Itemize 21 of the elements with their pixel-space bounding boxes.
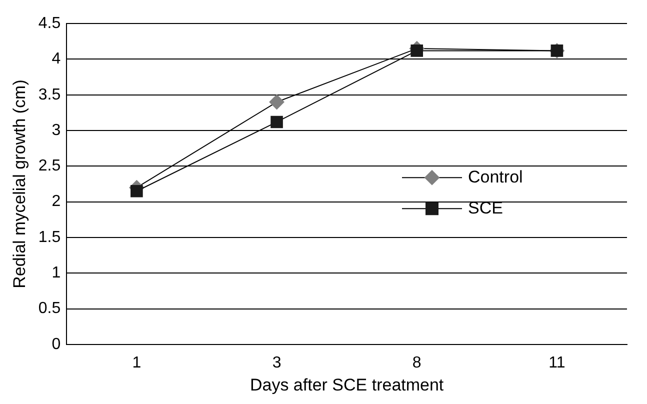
x-tick-label: 1 [132, 354, 142, 372]
y-tick-label: 0 [52, 336, 61, 353]
y-tick-label: 4 [52, 50, 61, 68]
y-tick-label: 3 [52, 122, 61, 139]
point [270, 116, 283, 128]
point [130, 184, 143, 198]
y-axis-title: Redial mycelial growth (cm) [10, 80, 29, 288]
y-tick-label: 4.5 [38, 15, 61, 32]
y-tick-label: 0.5 [38, 300, 61, 318]
y-tick-label: 2.5 [38, 158, 61, 175]
y-tick-label: 1 [52, 264, 61, 282]
point [410, 44, 424, 57]
x-tick-label: 3 [272, 354, 282, 372]
y-tick-label: 1.5 [38, 228, 61, 246]
x-axis-title: Days after SCE treatment [250, 375, 444, 394]
point [269, 94, 284, 110]
y-tick-label: 2 [52, 193, 61, 210]
legend-label: Control [468, 167, 523, 186]
y-tick-label: 3.5 [38, 86, 61, 104]
x-tick-label: 11 [548, 354, 566, 372]
x-tick-label: 8 [412, 354, 422, 372]
